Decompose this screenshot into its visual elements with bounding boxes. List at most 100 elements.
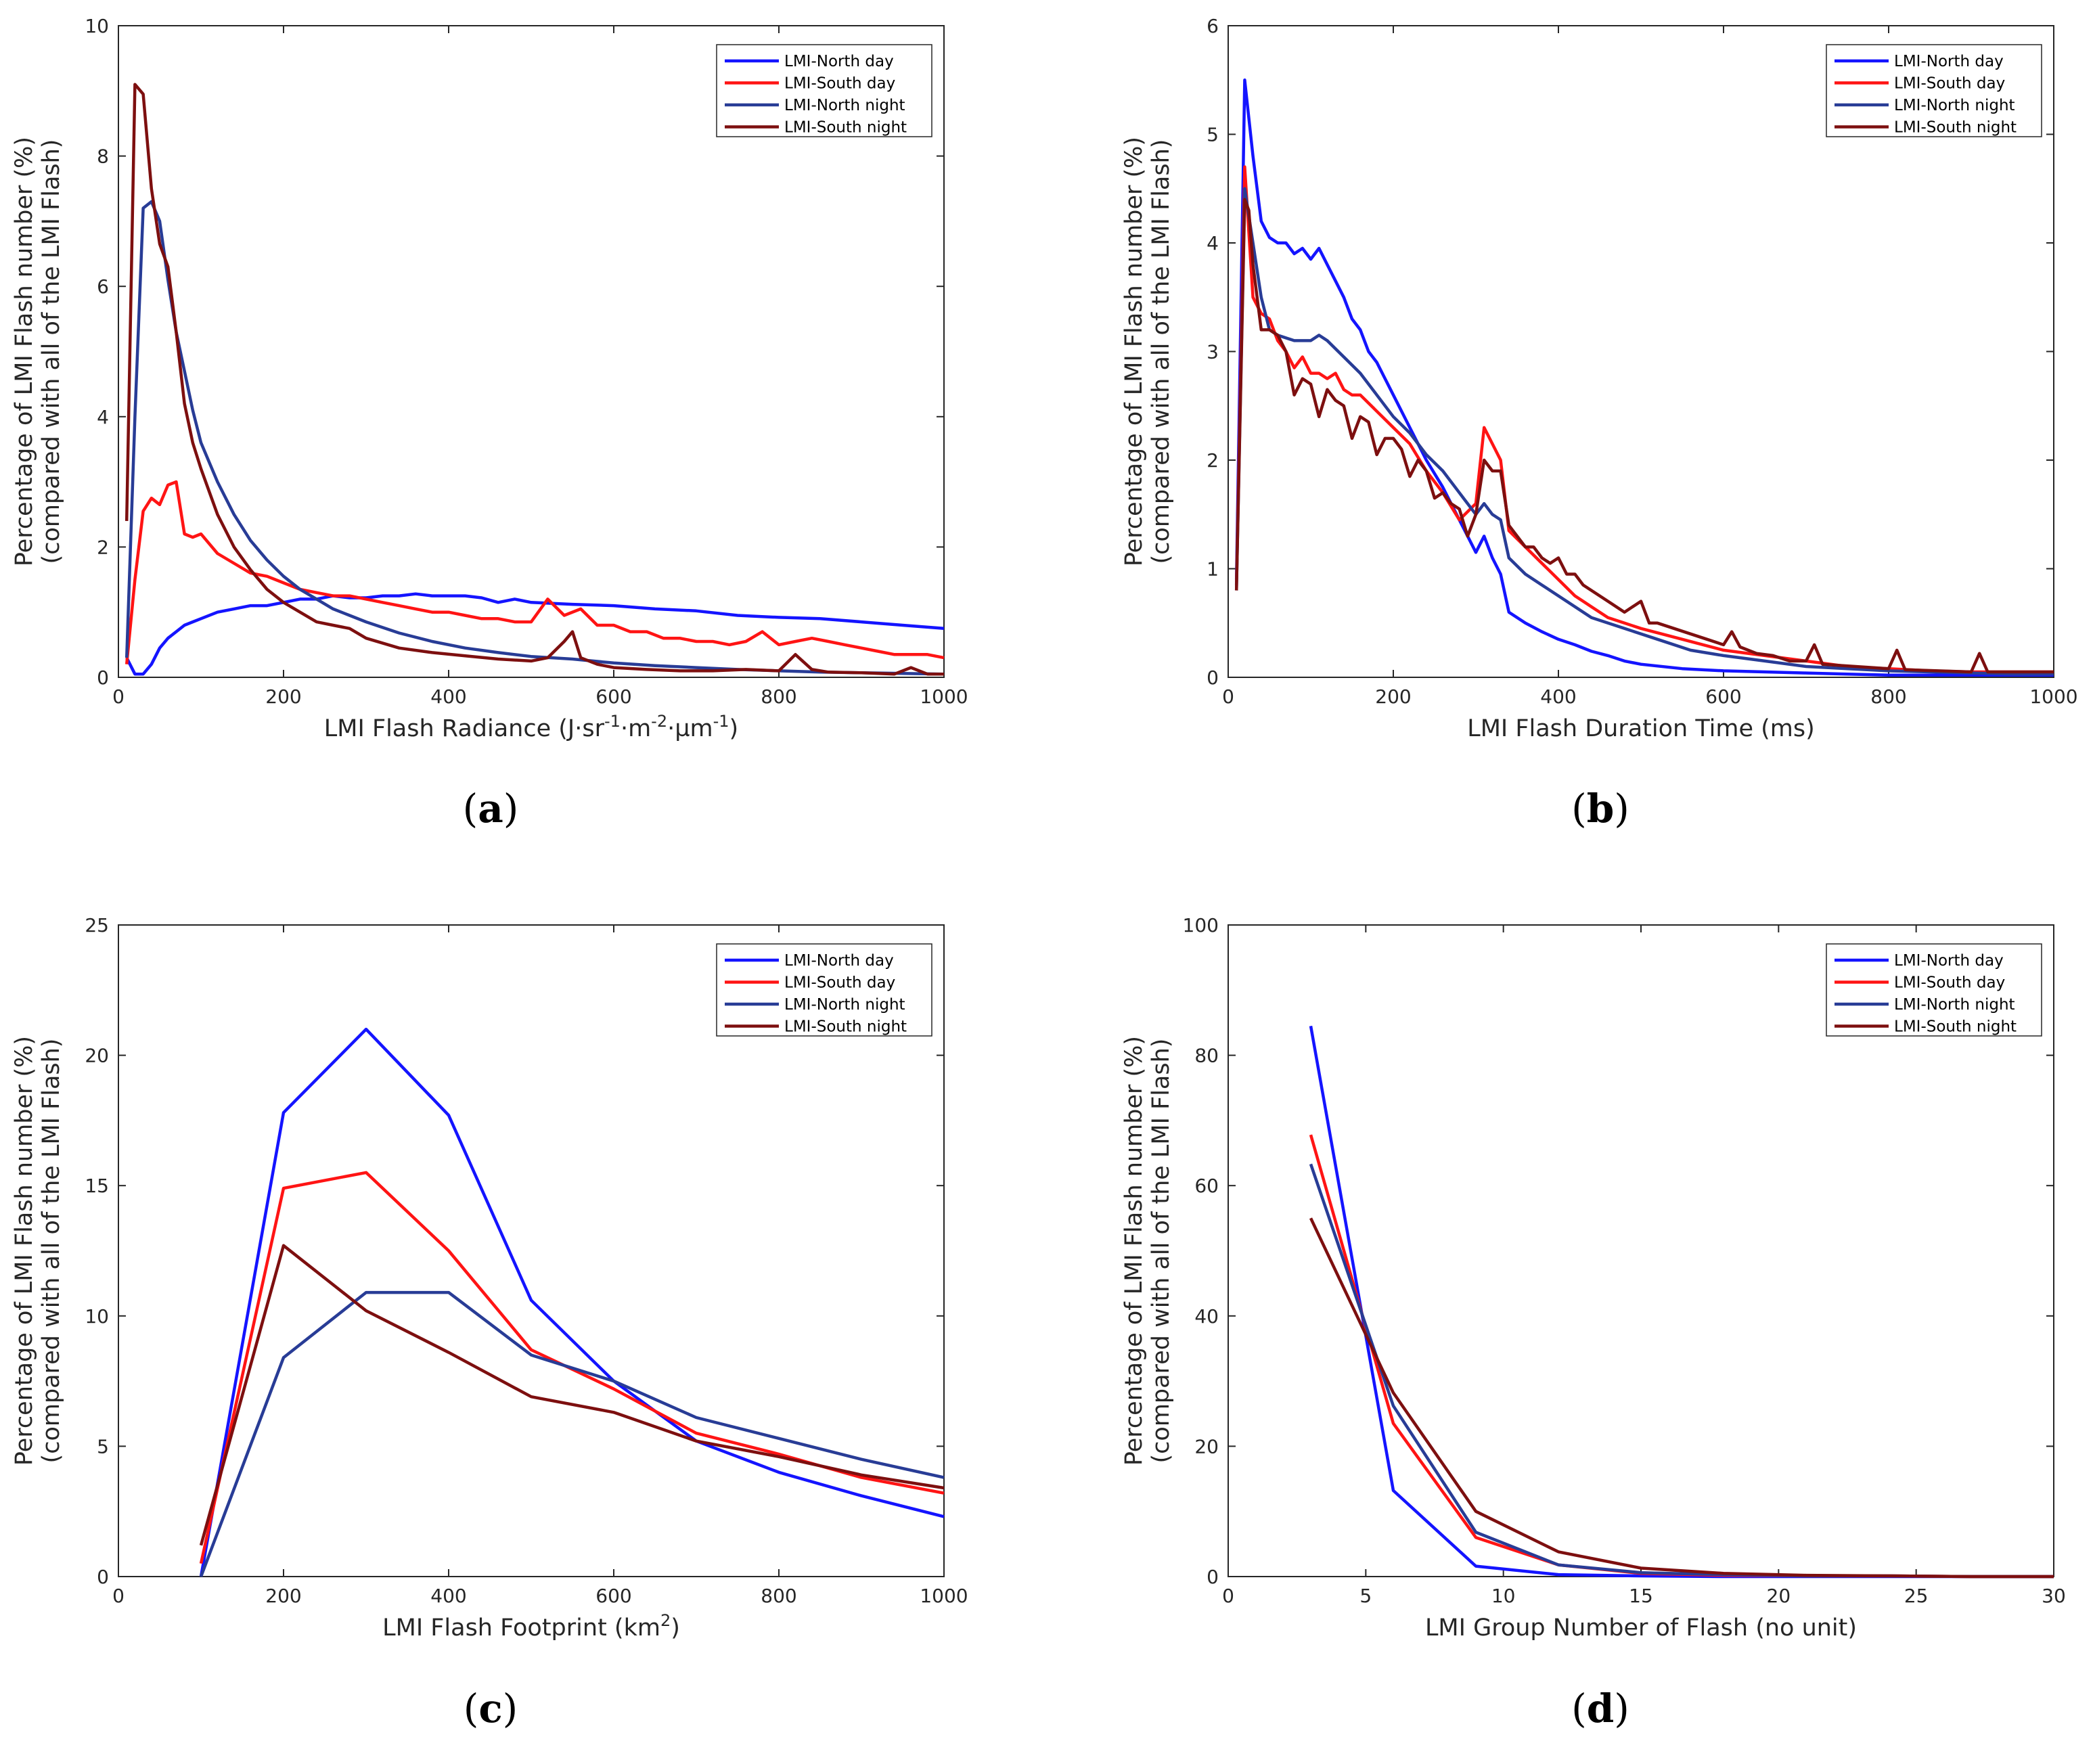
panel-label-letter: a bbox=[478, 786, 503, 832]
x-tick-label: 400 bbox=[430, 1585, 466, 1607]
x-axis-label-superscript: -1 bbox=[604, 712, 621, 731]
panel-label-open: ( bbox=[463, 786, 478, 832]
y-tick-label: 15 bbox=[85, 1175, 109, 1197]
x-tick-label: 10 bbox=[1491, 1585, 1516, 1607]
series-line-lmi-north-day bbox=[125, 592, 945, 676]
y-tick-label: 10 bbox=[85, 1305, 109, 1328]
x-tick-label: 800 bbox=[1870, 685, 1906, 708]
x-tick-label: 25 bbox=[1904, 1585, 1929, 1607]
series-line-lmi-north-night bbox=[199, 1290, 945, 1577]
x-axis-label-part: ) bbox=[671, 1614, 680, 1642]
panel-label-close: ) bbox=[1614, 1686, 1629, 1732]
x-tick-label: 800 bbox=[761, 1585, 796, 1607]
y-tick-label: 40 bbox=[1194, 1305, 1219, 1328]
legend-label: LMI-North day bbox=[784, 952, 894, 970]
panel-label: (b) bbox=[1571, 786, 1629, 832]
y-axis-label-line2: (compared with all of the LMI Flash) bbox=[38, 1039, 65, 1464]
series-line-lmi-south-night bbox=[1309, 1217, 2054, 1579]
legend-label: LMI-North night bbox=[1894, 996, 2015, 1014]
legend: LMI-North day LMI-South day LMI-North nigh… bbox=[1826, 943, 2042, 1037]
y-tick-label: 6 bbox=[97, 275, 109, 298]
x-axis-label: LMI Flash Radiance (J·sr-1·m-2·µm-1) bbox=[324, 712, 738, 742]
x-tick-label: 15 bbox=[1629, 1585, 1653, 1607]
y-tick-label: 0 bbox=[1207, 666, 1219, 689]
y-tick-label: 3 bbox=[1207, 341, 1219, 363]
y-tick-label: 0 bbox=[97, 1566, 109, 1588]
x-tick-label: 0 bbox=[112, 685, 125, 708]
series-line-lmi-south-night bbox=[125, 83, 944, 676]
legend: LMI-North day LMI-South day LMI-North nigh… bbox=[1826, 44, 2042, 137]
chart-panel-c: 0 200 400 600 800 1000 0 5 10 15 20 25 LMI-North day… bbox=[11, 914, 968, 1732]
x-tick-label: 30 bbox=[2042, 1585, 2066, 1607]
panel-label-open: ( bbox=[1571, 786, 1587, 832]
y-tick-label: 6 bbox=[1207, 15, 1219, 37]
x-tick-label: 600 bbox=[1705, 685, 1741, 708]
y-axis-label-line1: Percentage of LMI Flash number (%) bbox=[11, 137, 38, 566]
legend-label: LMI-South day bbox=[784, 974, 895, 992]
series-line-lmi-south-day bbox=[125, 480, 945, 664]
series-line-lmi-north-day bbox=[199, 1027, 945, 1577]
x-axis-label-part: LMI Flash Radiance (J·sr bbox=[324, 715, 605, 742]
y-tick-label: 25 bbox=[85, 914, 109, 936]
legend-label: LMI-North night bbox=[784, 996, 905, 1014]
y-axis-label-line2: (compared with all of the LMI Flash) bbox=[38, 139, 65, 564]
legend-label: LMI-North night bbox=[1894, 97, 2015, 114]
series-line-lmi-south-night bbox=[199, 1244, 945, 1546]
legend-label: LMI-South night bbox=[1894, 119, 2017, 137]
legend-label: LMI-South day bbox=[1894, 974, 2005, 992]
x-tick-label: 1000 bbox=[920, 685, 968, 708]
x-tick-label: 20 bbox=[1767, 1585, 1791, 1607]
series-line-lmi-south-day bbox=[1234, 165, 2054, 674]
x-tick-label: 200 bbox=[1375, 685, 1411, 708]
x-axis-label-part: ·µm bbox=[667, 715, 713, 742]
panel-label: (d) bbox=[1571, 1686, 1629, 1732]
panel-label-open: ( bbox=[1571, 1686, 1587, 1732]
y-axis-label-line1: Percentage of LMI Flash number (%) bbox=[1121, 137, 1148, 566]
x-tick-label: 0 bbox=[1222, 1585, 1234, 1607]
panel-label-open: ( bbox=[464, 1686, 479, 1732]
y-axis-label-line2: (compared with all of the LMI Flash) bbox=[1148, 1039, 1175, 1464]
y-axis-label-line1: Percentage of LMI Flash number (%) bbox=[11, 1036, 38, 1466]
legend-label: LMI-South night bbox=[784, 1018, 907, 1036]
panel-label-close: ) bbox=[503, 786, 519, 832]
panel-label-letter: c bbox=[478, 1686, 502, 1732]
panel-label-letter: d bbox=[1587, 1686, 1615, 1732]
y-tick-label: 5 bbox=[97, 1435, 109, 1457]
x-axis-label-superscript: 2 bbox=[660, 1611, 671, 1630]
legend-label: LMI-South day bbox=[784, 75, 895, 93]
x-axis-label: LMI Flash Duration Time (ms) bbox=[1467, 715, 1815, 742]
x-tick-label: 600 bbox=[595, 1585, 631, 1607]
legend-label: LMI-South night bbox=[784, 119, 907, 137]
legend: LMI-North day LMI-South day LMI-North nigh… bbox=[716, 44, 932, 137]
legend-label: LMI-South day bbox=[1894, 75, 2005, 93]
panel-label-close: ) bbox=[503, 1686, 518, 1732]
series-line-lmi-south-night bbox=[1234, 198, 2054, 674]
x-axis-label-superscript: -1 bbox=[713, 712, 729, 731]
legend-label: LMI-North night bbox=[784, 97, 905, 114]
x-axis-label-part: ) bbox=[729, 715, 739, 742]
y-tick-label: 5 bbox=[1207, 124, 1219, 146]
y-tick-label: 4 bbox=[97, 406, 109, 428]
x-axis-label-part: LMI Flash Footprint (km bbox=[382, 1614, 660, 1642]
y-tick-label: 100 bbox=[1183, 914, 1219, 936]
x-tick-label: 0 bbox=[1222, 685, 1234, 708]
x-tick-label: 600 bbox=[595, 685, 631, 708]
x-tick-label: 800 bbox=[761, 685, 796, 708]
series-line-lmi-north-night bbox=[1234, 187, 2054, 676]
y-tick-label: 4 bbox=[1207, 232, 1219, 254]
y-tick-label: 80 bbox=[1194, 1045, 1219, 1067]
legend: LMI-North day LMI-South day LMI-North nigh… bbox=[716, 943, 932, 1037]
y-tick-label: 0 bbox=[1207, 1566, 1219, 1588]
panel-label: (a) bbox=[463, 786, 519, 832]
x-axis-label: LMI Group Number of Flash (no unit) bbox=[1425, 1614, 1857, 1642]
y-tick-label: 60 bbox=[1194, 1175, 1219, 1197]
x-tick-label: 0 bbox=[112, 1585, 125, 1607]
x-axis-label: LMI Flash Footprint (km2) bbox=[382, 1611, 680, 1642]
x-tick-label: 200 bbox=[265, 1585, 301, 1607]
x-tick-label: 200 bbox=[265, 685, 301, 708]
y-axis-label-line2: (compared with all of the LMI Flash) bbox=[1148, 139, 1175, 564]
y-tick-label: 20 bbox=[1194, 1435, 1219, 1457]
